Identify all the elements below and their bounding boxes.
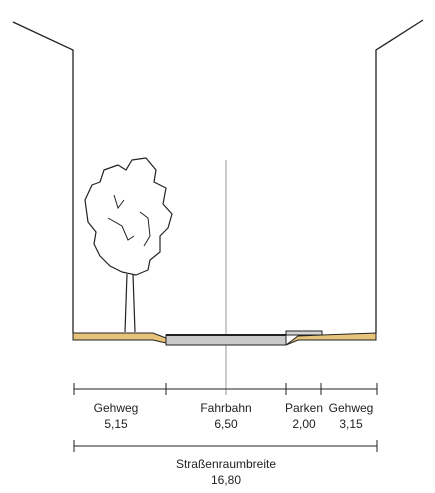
left-building <box>12 21 74 333</box>
right-building <box>375 19 424 333</box>
segment-label-parken: Parken <box>285 401 323 415</box>
segment-label-gehweg-left: Gehweg <box>94 401 139 415</box>
roadway <box>165 334 287 346</box>
total-width-label: Straßenraumbreite <box>176 457 276 471</box>
total-width-value: 16,80 <box>211 473 241 487</box>
parking-lane <box>285 330 323 336</box>
segment-width-parken: 2,00 <box>292 417 316 431</box>
tree-branch <box>113 194 125 210</box>
segment-width-fahrbahn: 6,50 <box>214 417 238 431</box>
total-dimension-line <box>73 440 378 452</box>
tree-branch <box>107 217 135 241</box>
segment-width-gehweg-left: 5,15 <box>104 417 128 431</box>
segment-label-fahrbahn: Fahrbahn <box>200 401 251 415</box>
segment-label-gehweg-right: Gehweg <box>329 401 374 415</box>
segment-width-gehweg-right: 3,15 <box>339 417 363 431</box>
left-sidewalk <box>72 332 167 344</box>
tree <box>84 157 173 333</box>
tree-crown <box>84 157 173 276</box>
tree-trunk <box>124 273 136 333</box>
tree-branch <box>139 211 151 247</box>
segment-dimension-line <box>73 383 378 395</box>
right-sidewalk <box>285 332 377 346</box>
